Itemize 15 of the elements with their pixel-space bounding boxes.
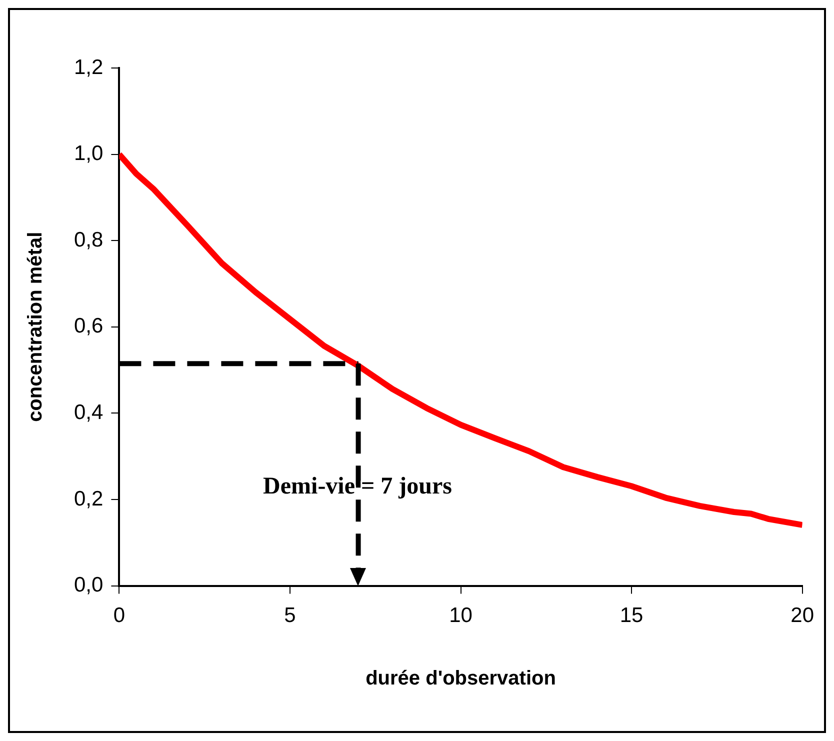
- y-axis-title: concentration métal: [24, 232, 47, 422]
- x-tick-label: 5: [284, 604, 296, 628]
- y-tick-label: 0,0: [74, 574, 104, 597]
- x-tick-label: 10: [449, 604, 472, 628]
- y-tick-label: 0,4: [74, 400, 104, 424]
- x-tick-label: 0: [113, 604, 126, 628]
- annotation: Demi-vie = 7 jours: [263, 474, 452, 500]
- x-axis-title: durée d'observation: [366, 668, 556, 690]
- y-tick-label: 0,2: [74, 487, 104, 510]
- x-tick-label: 15: [620, 604, 644, 628]
- y-tick-label: 0,8: [74, 228, 104, 252]
- y-tick-label: 1,2: [74, 56, 104, 79]
- y-tick-label: 1,0: [74, 142, 104, 166]
- x-tick-label: 20: [790, 604, 814, 628]
- y-tick-label: 0,6: [74, 314, 104, 338]
